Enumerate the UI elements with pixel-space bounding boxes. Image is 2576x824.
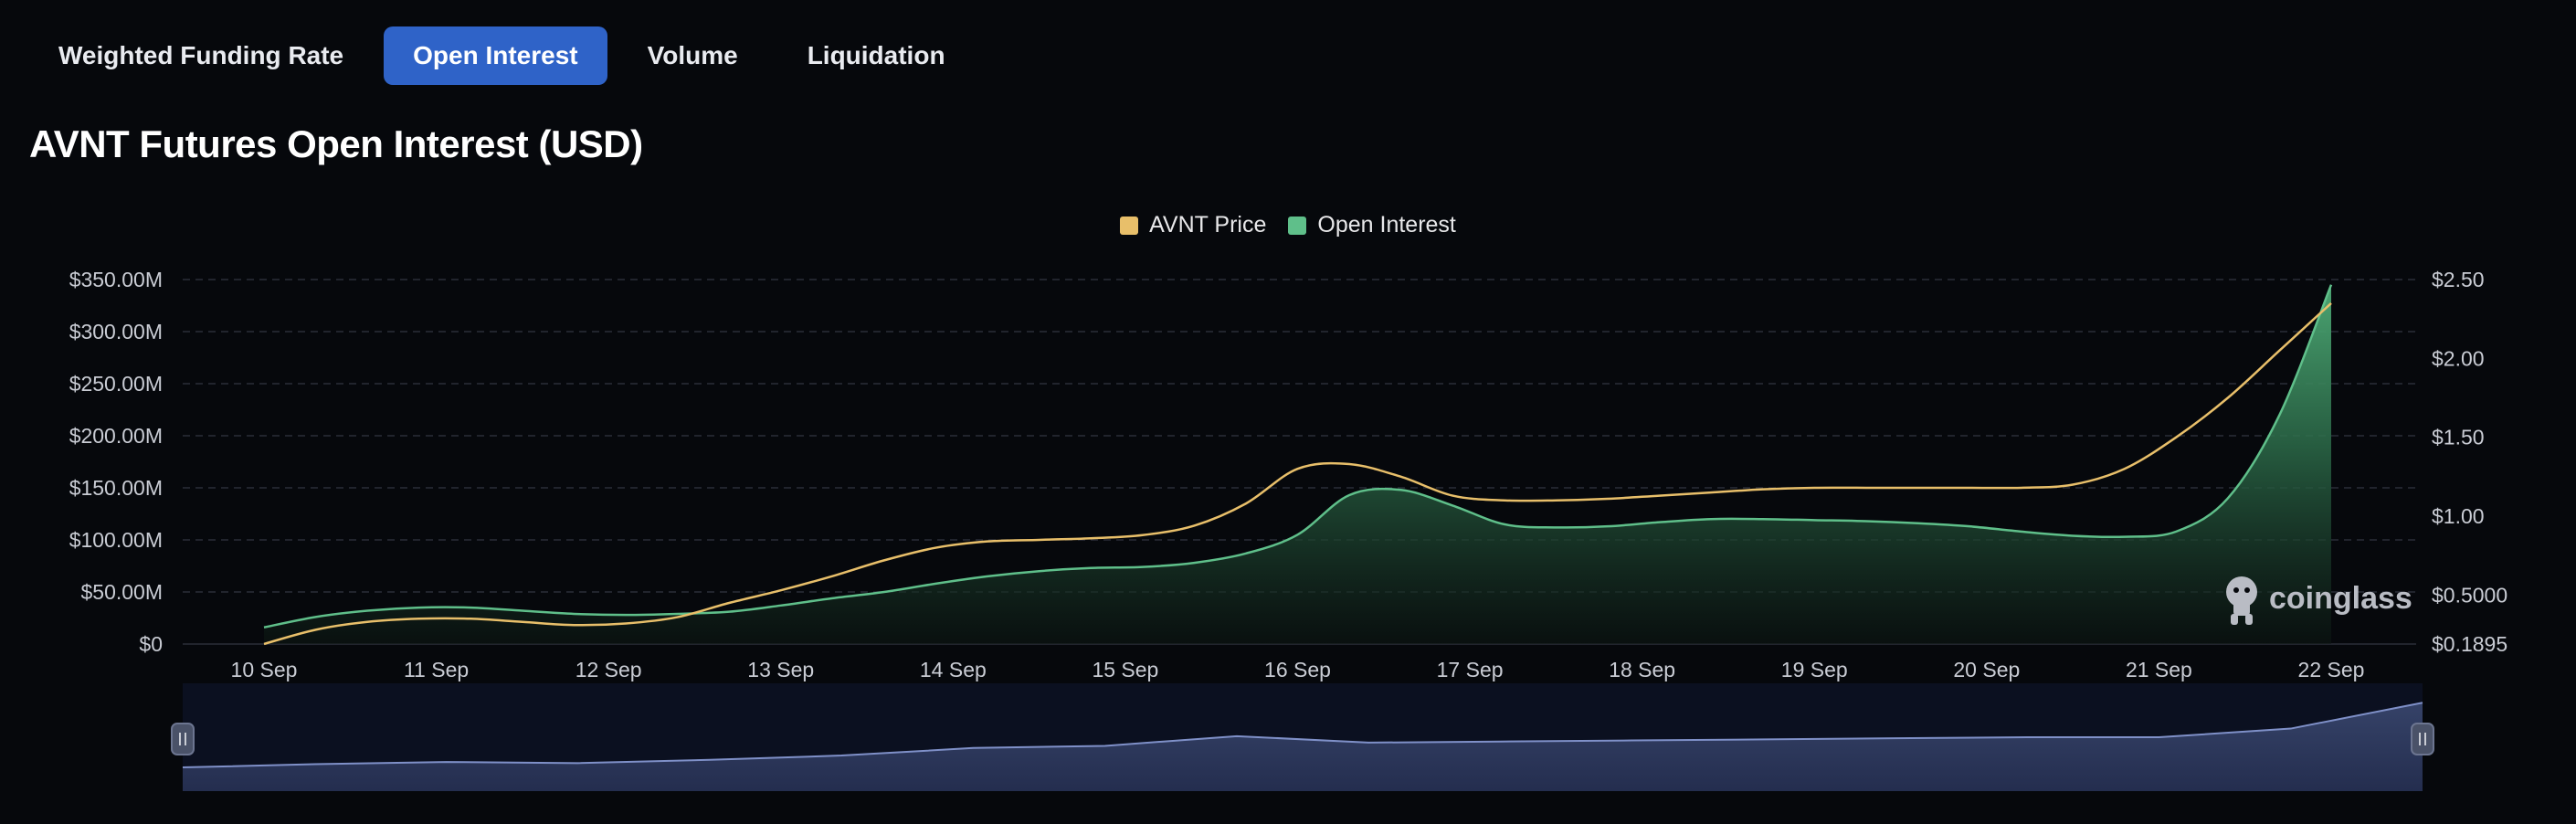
y-left-tick-label: $200.00M bbox=[69, 424, 163, 448]
x-tick-label: 10 Sep bbox=[231, 658, 298, 681]
legend-swatch-open-interest bbox=[1288, 216, 1307, 235]
legend-label-open-interest: Open Interest bbox=[1317, 212, 1456, 238]
x-tick-label: 18 Sep bbox=[1609, 658, 1675, 681]
y-right-tick-label: $1.00 bbox=[2432, 504, 2485, 528]
tab-volume[interactable]: Volume bbox=[647, 41, 738, 69]
y-left-tick-label: $300.00M bbox=[69, 320, 163, 343]
x-tick-label: 20 Sep bbox=[1953, 658, 2020, 681]
y-left-tick-label: $350.00M bbox=[69, 268, 163, 291]
coinglass-logo-icon bbox=[2226, 576, 2257, 625]
drag-handle-icon[interactable] bbox=[2411, 723, 2434, 755]
x-tick-label: 13 Sep bbox=[747, 658, 814, 681]
y-axis-right: $2.50 $2.00 $1.50 $1.00 $0.5000 $0.1895 bbox=[2432, 268, 2507, 656]
legend-label-avnt-price: AVNT Price bbox=[1149, 212, 1267, 238]
x-tick-label: 14 Sep bbox=[920, 658, 987, 681]
legend-item-avnt-price[interactable]: AVNT Price bbox=[1120, 212, 1266, 238]
navigator-area bbox=[183, 703, 2423, 791]
y-right-tick-label: $2.50 bbox=[2432, 268, 2485, 291]
avnt-price-line bbox=[263, 301, 2332, 646]
y-right-tick-label: $0.5000 bbox=[2432, 583, 2507, 607]
x-tick-label: 16 Sep bbox=[1264, 658, 1331, 681]
x-tick-label: 15 Sep bbox=[1092, 658, 1158, 681]
legend-swatch-avnt-price bbox=[1120, 216, 1139, 235]
y-left-tick-label: $150.00M bbox=[69, 476, 163, 500]
y-right-tick-label: $0.1895 bbox=[2432, 632, 2507, 656]
x-tick-label: 19 Sep bbox=[1781, 658, 1848, 681]
x-axis: 10 Sep 11 Sep 12 Sep 13 Sep 14 Sep 15 Sep 16 S… bbox=[231, 658, 2365, 681]
chart-legend: AVNT Price Open Interest bbox=[0, 212, 2576, 238]
coinglass-watermark: coinglass bbox=[2226, 576, 2412, 625]
x-tick-label: 17 Sep bbox=[1437, 658, 1504, 681]
legend-item-open-interest[interactable]: Open Interest bbox=[1288, 212, 1456, 238]
x-tick-label: 11 Sep bbox=[404, 658, 469, 681]
open-interest-area bbox=[264, 284, 2331, 644]
y-left-tick-label: $50.00M bbox=[80, 580, 163, 604]
y-right-tick-label: $1.50 bbox=[2432, 426, 2485, 449]
range-navigator[interactable] bbox=[171, 683, 2434, 791]
y-axis-left: $350.00M $300.00M $250.00M $200.00M $150.00M… bbox=[69, 268, 163, 656]
navigator-line bbox=[182, 702, 2423, 769]
y-right-tick-label: $2.00 bbox=[2432, 346, 2485, 370]
drag-handle-icon[interactable] bbox=[171, 723, 195, 755]
x-tick-label: 21 Sep bbox=[2126, 658, 2192, 681]
chart-title: AVNT Futures Open Interest (USD) bbox=[29, 122, 643, 165]
x-tick-label: 22 Sep bbox=[2298, 658, 2365, 681]
x-tick-label: 12 Sep bbox=[575, 658, 642, 681]
series-layer bbox=[263, 284, 2333, 646]
tab-weighted-funding-rate[interactable]: Weighted Funding Rate bbox=[58, 41, 344, 69]
open-interest-line bbox=[263, 284, 2333, 629]
tab-liquidation[interactable]: Liquidation bbox=[807, 41, 945, 69]
y-left-tick-label: $250.00M bbox=[69, 372, 163, 396]
tab-open-interest[interactable]: Open Interest bbox=[384, 26, 607, 85]
y-left-tick-label: $0 bbox=[139, 632, 163, 656]
y-left-tick-label: $100.00M bbox=[69, 528, 163, 552]
tab-bar: Weighted Funding Rate Open Interest Volu… bbox=[29, 26, 975, 85]
watermark-text: coinglass bbox=[2269, 581, 2412, 616]
